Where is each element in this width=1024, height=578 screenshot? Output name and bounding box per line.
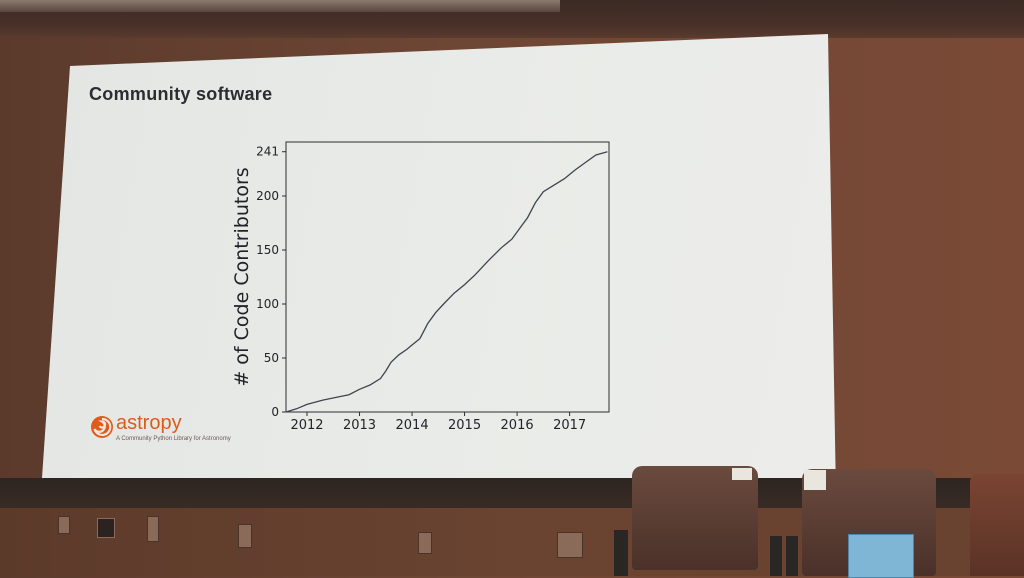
chair — [970, 474, 1024, 576]
slide-title: Community software — [89, 84, 273, 104]
y-axis-label: # of Code Contributors — [231, 167, 253, 386]
x-tick-label: 2015 — [448, 418, 481, 433]
x-tick-label: 2014 — [396, 418, 429, 433]
ceiling — [0, 0, 1024, 38]
chair-sticker — [732, 468, 752, 480]
y-tick-label: 0 — [271, 405, 279, 419]
astropy-swirl-icon — [91, 416, 113, 438]
y-tick-label: 100 — [256, 297, 279, 311]
contributors-line — [285, 151, 608, 413]
wall-outlet — [418, 532, 432, 554]
y-tick-label: 150 — [256, 243, 279, 257]
y-tick-label: 50 — [264, 351, 279, 365]
astropy-wordmark: astropy — [116, 412, 182, 434]
blue-box — [848, 534, 914, 578]
chair-arm — [770, 536, 782, 576]
chair — [632, 466, 758, 570]
x-tick-label: 2013 — [343, 418, 376, 433]
chair-sticker — [804, 470, 826, 490]
wall-outlet — [58, 516, 70, 534]
x-tick-label: 2012 — [290, 418, 323, 433]
chair-arm — [614, 530, 628, 576]
x-tick-label: 2016 — [501, 418, 534, 433]
projection-screen — [42, 34, 836, 496]
wall-outlet — [238, 524, 252, 548]
y-tick-label: 200 — [256, 189, 279, 203]
chair-arm — [786, 536, 798, 576]
y-tick-label: 241 — [256, 145, 279, 159]
astropy-tagline: A Community Python Library for Astronomy — [116, 436, 231, 442]
plot-frame — [285, 141, 610, 413]
wall-plate — [97, 518, 115, 538]
wall-outlet — [557, 532, 583, 558]
astropy-logo: astropy A Community Python Library for A… — [90, 412, 250, 452]
wall-outlet — [147, 516, 159, 542]
ceiling-light — [0, 0, 560, 12]
x-tick-label: 2017 — [553, 418, 586, 433]
